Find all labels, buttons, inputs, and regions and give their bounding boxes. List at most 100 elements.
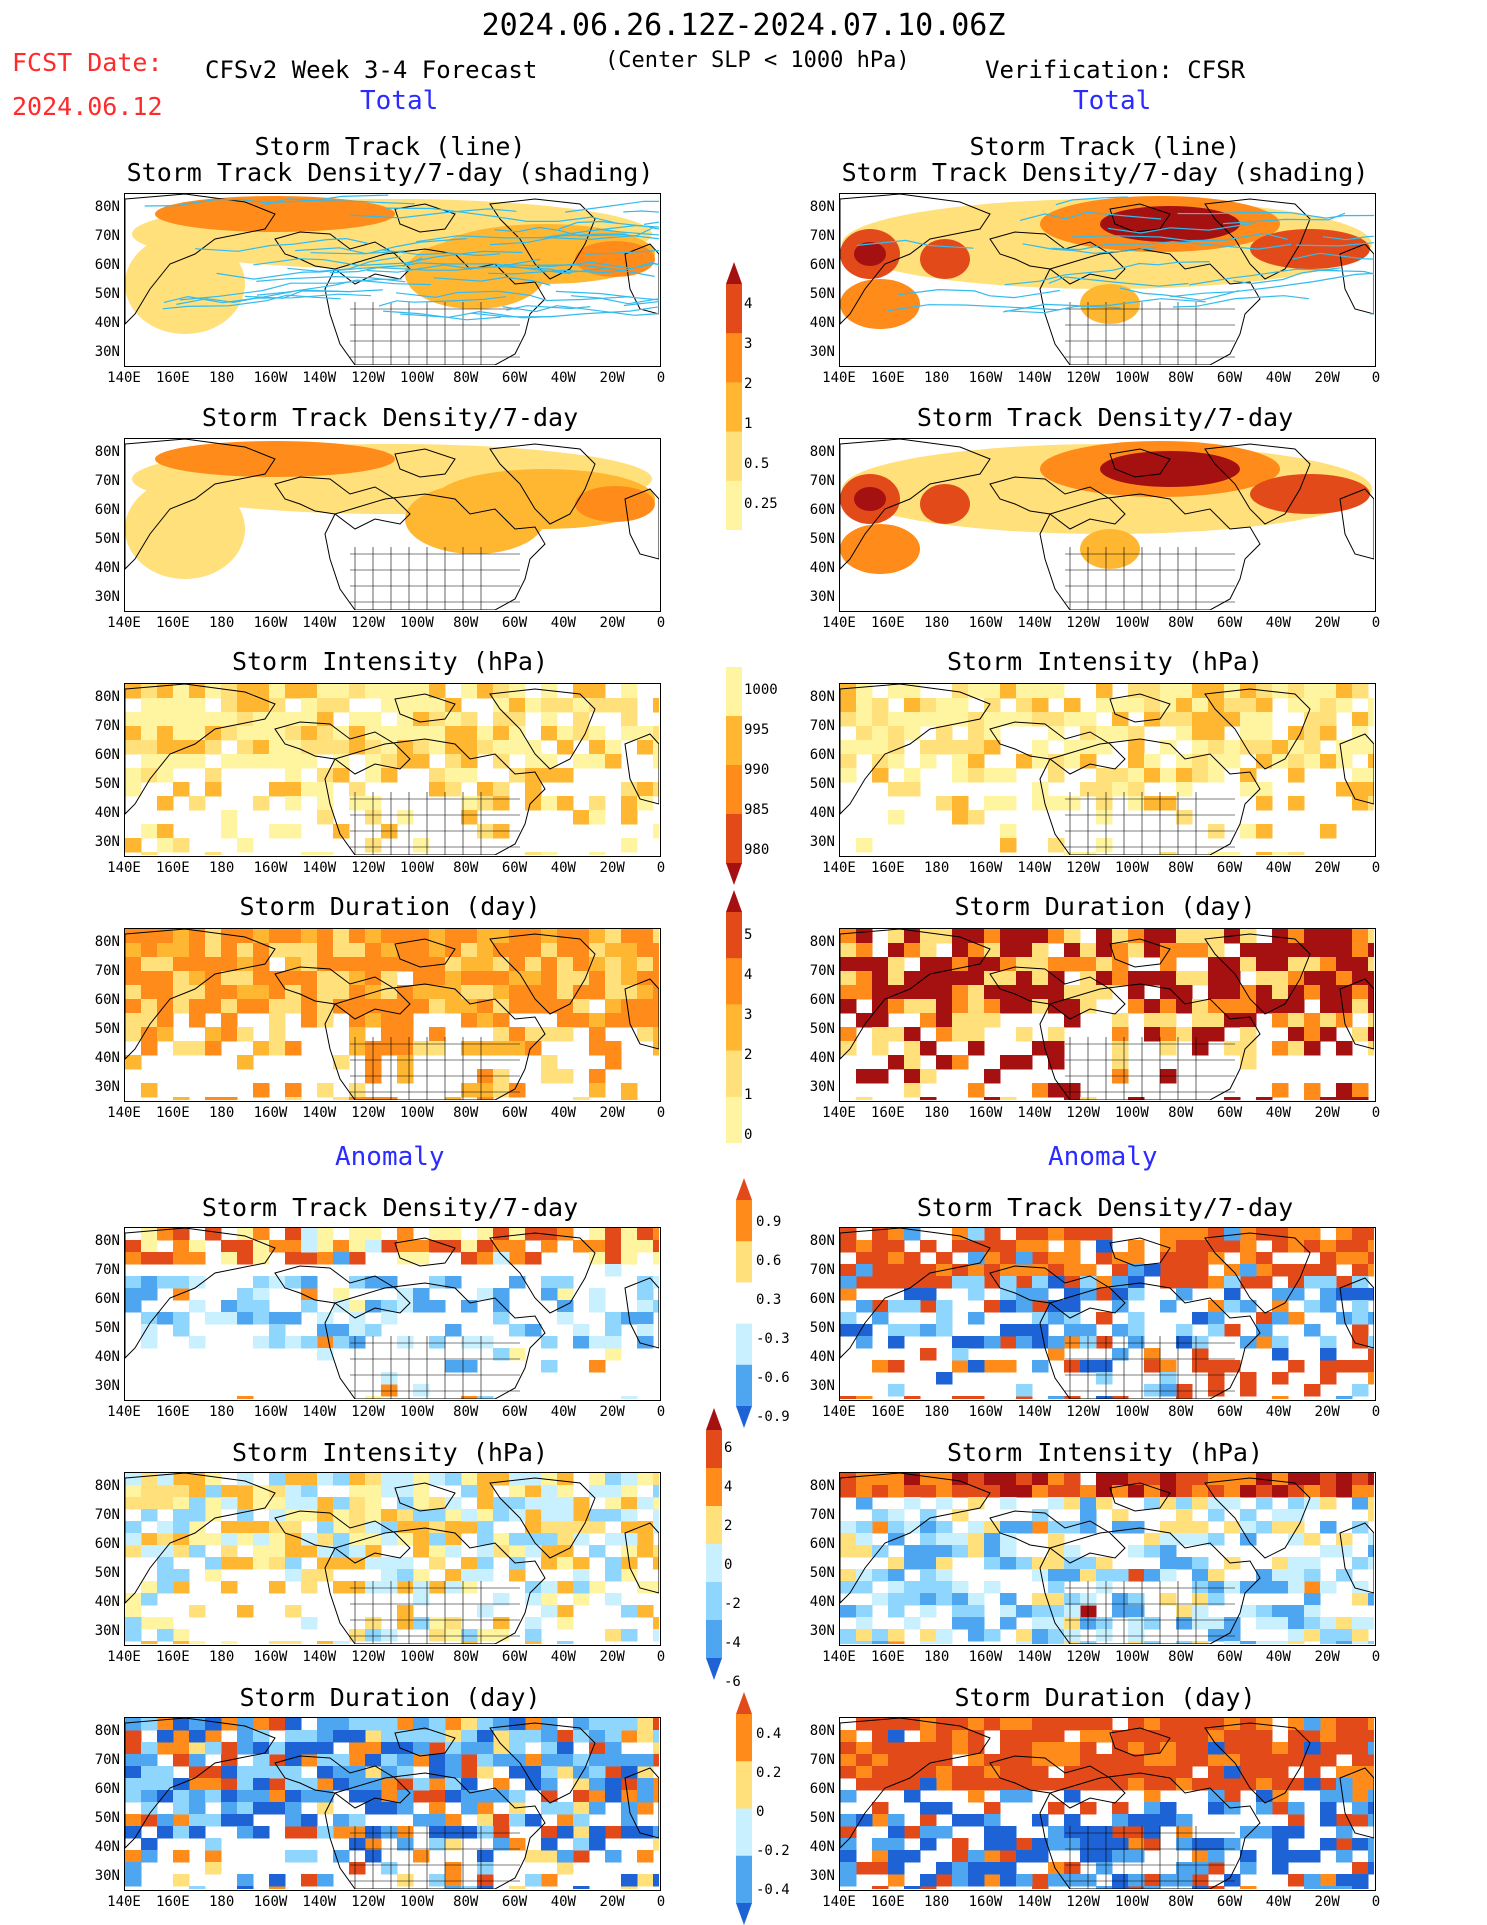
lon-label: 0 [1371,1894,1381,1910]
title-intensity-total-right: Storm Intensity (hPa) [946,647,1264,676]
lat-label: 60N [94,747,120,763]
lon-label: 160W [253,1105,288,1121]
title-track-line-right: Storm Track (line) [969,132,1241,161]
lon-label: 140E [107,370,141,386]
lon-label: 140W [1017,615,1052,631]
lon-label: 160W [968,1105,1003,1121]
lat-label: 60N [94,1536,120,1552]
lon-label: 20W [1314,1649,1340,1665]
lon-label: 140E [107,1404,141,1420]
lat-label: 70N [809,228,835,244]
lon-label: 100W [400,860,434,876]
lon-label: 100W [400,1404,434,1420]
section-total-left: Total [360,86,439,116]
lat-label: 50N [94,1320,120,1336]
lat-label: 40N [94,805,120,821]
lon-label: 160E [870,615,905,631]
lon-label: 140E [107,1894,141,1910]
lon-label: 60W [501,370,528,386]
lat-label: 50N [94,1810,120,1826]
lon-label: 20W [599,1404,625,1420]
lon-label: 60W [1216,1649,1243,1665]
lat-label: 50N [809,286,835,302]
lat-label: 40N [809,1050,835,1066]
lon-label: 60W [501,860,528,876]
lon-label: 40W [1265,1404,1291,1420]
lat-label: 30N [94,1079,120,1095]
lon-label: 140W [1017,1894,1052,1910]
lat-label: 40N [809,315,835,331]
lat-label: 50N [94,1021,120,1037]
lon-label: 20W [599,1649,625,1665]
lon-label: 60W [501,1894,528,1910]
lon-label: 100W [400,1105,434,1121]
colorbar-density-total [726,262,742,552]
lon-label: 140E [107,860,141,876]
lon-label: 80W [1168,860,1194,876]
title-duration-anom-right: Storm Duration (day) [954,1683,1256,1712]
lat-label: 30N [809,834,835,850]
lon-label: 180 [923,1649,950,1665]
lon-label: 40W [1265,1649,1291,1665]
fcst-date-value: 2024.06.12 [12,92,163,121]
map-density-forecast [124,438,661,612]
lon-label: 120W [351,1404,385,1420]
lon-label: 120W [351,370,385,386]
lon-label: 100W [1115,615,1149,631]
lon-label: 100W [1115,1649,1149,1665]
lon-label: 160E [870,1649,905,1665]
lon-label: 20W [599,860,625,876]
title-duration-total-left: Storm Duration (day) [239,892,541,921]
lon-label: 40W [550,615,576,631]
map-duration-forecast [124,928,661,1102]
lon-label: 180 [208,1649,235,1665]
lat-label: 50N [809,1565,835,1581]
lon-label: 180 [923,370,950,386]
lon-label: 160E [870,370,905,386]
lat-label: 80N [809,1478,835,1494]
lon-label: 140W [1017,370,1052,386]
lon-label: 140E [107,1649,141,1665]
lon-label: 180 [208,860,235,876]
lat-label: 60N [809,1536,835,1552]
colorbar-duration-total [726,890,742,1165]
period-title: 2024.06.26.12Z-2024.07.10.06Z [481,8,1006,43]
forecast-label: CFSv2 Week 3-4 Forecast [205,56,538,84]
lon-label: 120W [1066,615,1100,631]
lon-label: 140W [302,1404,337,1420]
map-intensity-anom-verification [839,1472,1376,1646]
lon-label: 100W [1115,1404,1149,1420]
lon-label: 120W [1066,1105,1100,1121]
lat-label: 60N [809,747,835,763]
lon-label: 160E [870,1894,905,1910]
lon-label: 60W [1216,1105,1243,1121]
lon-label: 0 [1371,1404,1381,1420]
lat-label: 40N [94,1349,120,1365]
lon-label: 180 [923,615,950,631]
lon-label: 20W [599,1105,625,1121]
map-intensity-anom-forecast [124,1472,661,1646]
lon-label: 120W [351,1894,385,1910]
lon-label: 20W [1314,370,1340,386]
lat-label: 70N [809,473,835,489]
lat-label: 70N [94,1507,120,1523]
lat-label: 30N [94,834,120,850]
lat-label: 30N [94,1868,120,1884]
lat-label: 40N [809,1839,835,1855]
lat-label: 50N [809,776,835,792]
lat-label: 80N [809,444,835,460]
lon-label: 0 [656,1894,666,1910]
lat-label: 30N [94,589,120,605]
center-slp-label: (Center SLP < 1000 hPa) [605,48,910,73]
lon-label: 180 [923,1404,950,1420]
lat-label: 70N [809,1752,835,1768]
lat-label: 40N [809,1594,835,1610]
lon-label: 100W [400,370,434,386]
lon-label: 0 [1371,1105,1381,1121]
lon-label: 140W [302,1105,337,1121]
lon-label: 0 [1371,1649,1381,1665]
lat-label: 70N [809,718,835,734]
title-track-line-left: Storm Track (line) [254,132,526,161]
lon-label: 180 [208,1894,235,1910]
lon-label: 120W [351,615,385,631]
